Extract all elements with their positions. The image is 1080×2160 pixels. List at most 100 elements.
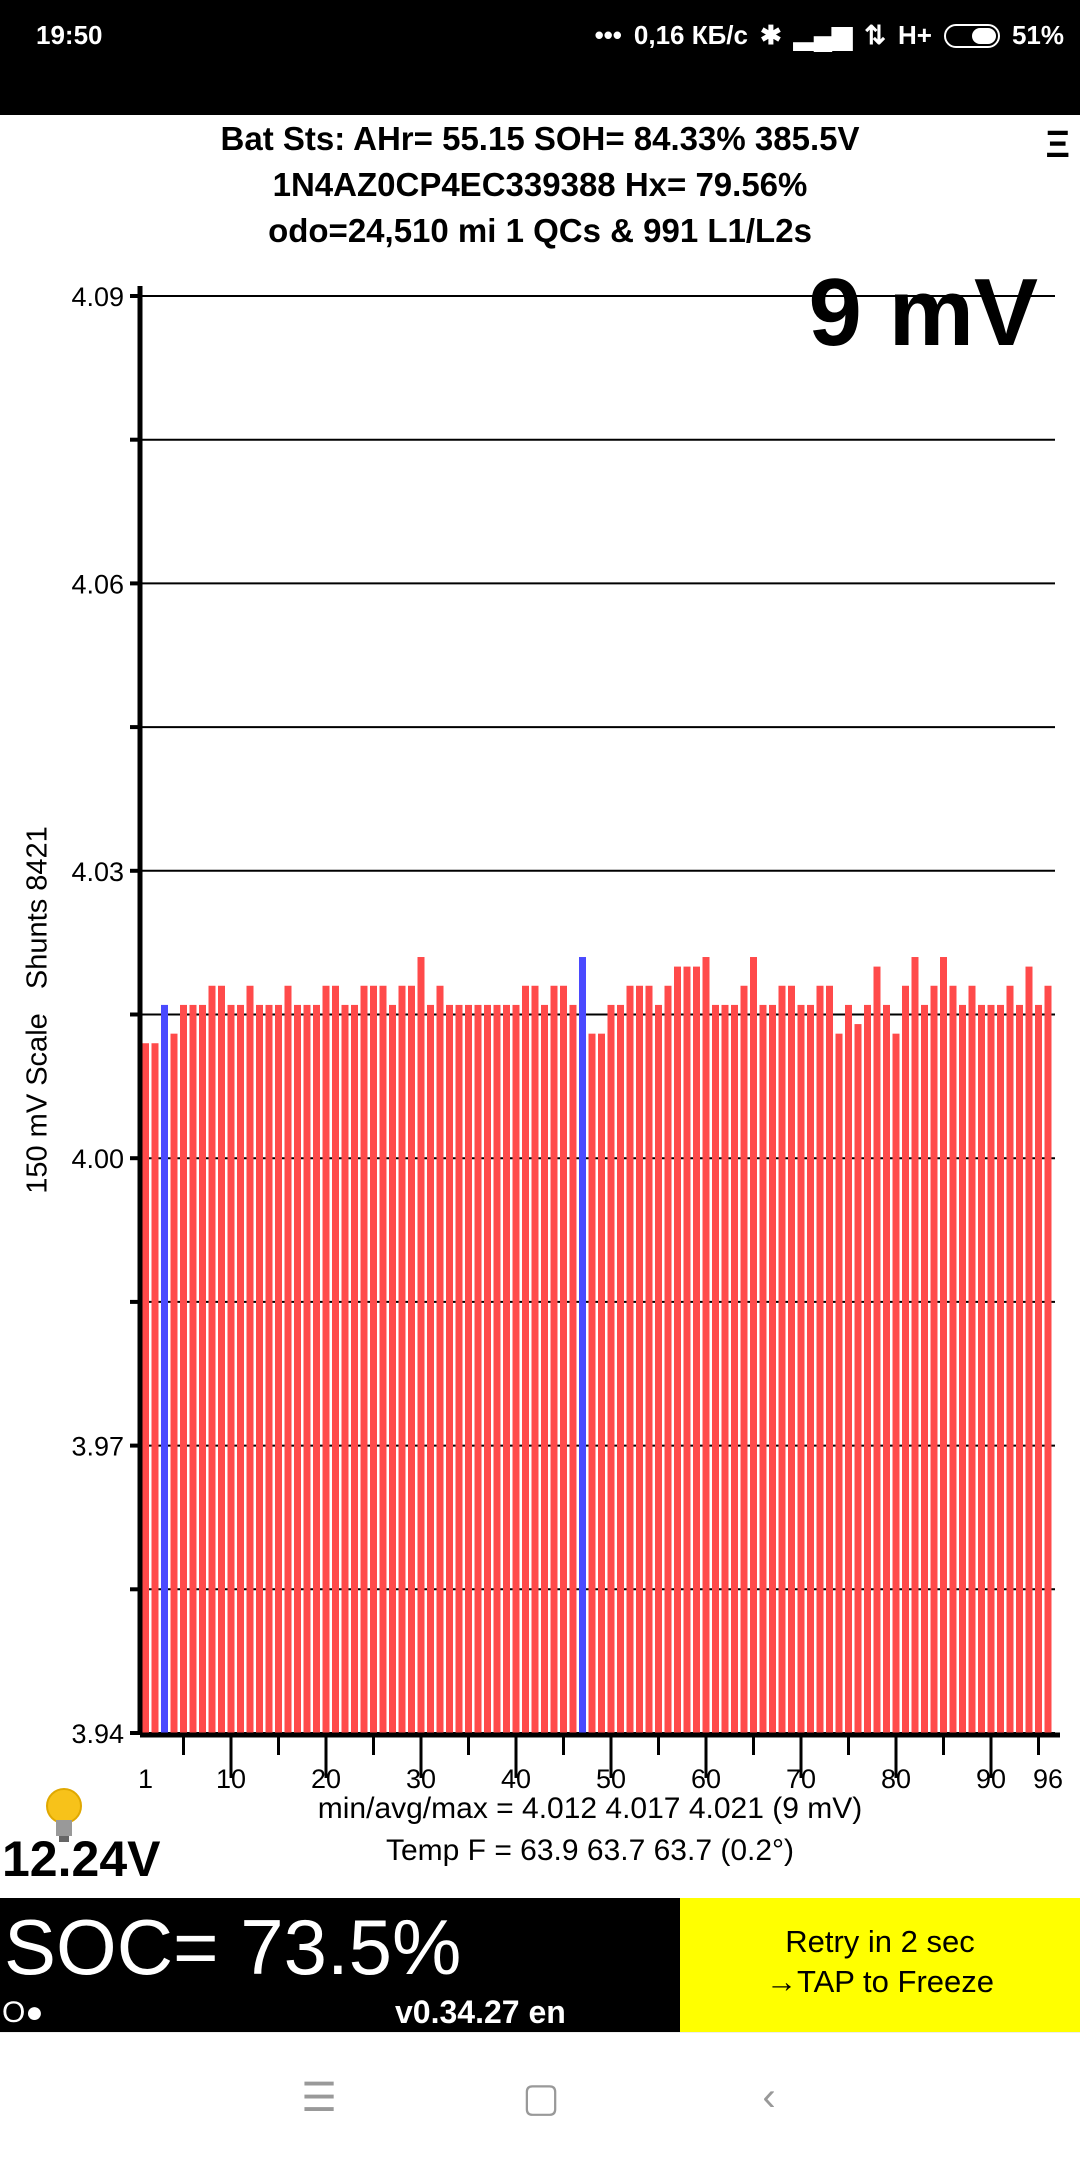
cell-bar <box>246 985 254 1733</box>
cell-bar <box>512 1004 520 1733</box>
cell-bar <box>436 985 444 1733</box>
cell-bar <box>294 1004 301 1733</box>
cell-bar <box>664 985 672 1733</box>
cell-bar <box>550 985 558 1733</box>
x-tick-label: 96 <box>1033 1764 1063 1794</box>
soc-panel: SOC= 73.5% O● v0.34.27 en <box>0 1898 680 2032</box>
x-tick-label: 50 <box>596 1764 626 1794</box>
cell-bar <box>332 985 339 1733</box>
menu-icon[interactable]: Ξ <box>1045 124 1070 166</box>
cell-bar <box>655 1004 662 1733</box>
cell-voltage-chart[interactable]: 4.09 4.06 4.03 4.00 3.97 3.94 1 10 20 30 40 50 60 70 8… <box>0 0 1080 1900</box>
cell-bar <box>807 1004 814 1733</box>
cell-bar <box>883 1004 890 1733</box>
cell-bar <box>816 985 824 1733</box>
cell-bar <box>1035 1004 1042 1733</box>
cell-bar <box>617 1004 624 1733</box>
shunt-bar <box>161 1004 168 1733</box>
back-icon[interactable]: ‹ <box>762 2075 776 2119</box>
cell-bar <box>256 1004 263 1733</box>
recent-apps-icon[interactable]: ☰ <box>301 2076 337 2120</box>
network-type: H+ <box>897 20 932 50</box>
cell-bar <box>588 1033 596 1733</box>
y-axis-title: 150 mV Scale Shunts 8421 <box>22 826 55 1194</box>
cell-bar <box>997 1004 1004 1733</box>
cell-bar <box>721 1004 729 1733</box>
x-tick-label: 40 <box>501 1764 531 1794</box>
cell-bar <box>503 1004 510 1733</box>
cell-bar <box>892 1033 900 1733</box>
cell-bar <box>987 1004 995 1733</box>
cell-bar <box>854 1024 862 1733</box>
cell-bar <box>313 1004 320 1733</box>
cell-bar <box>322 985 330 1733</box>
y-tick-label: 3.94 <box>71 1719 124 1749</box>
cell-bar <box>303 1004 311 1733</box>
cell-bar <box>208 985 216 1733</box>
cell-bar <box>493 1004 501 1733</box>
shunt-bar <box>579 957 586 1733</box>
y-tick-label: 4.06 <box>71 569 124 599</box>
cell-bar <box>873 966 881 1733</box>
battery-percent: 51% <box>1011 20 1064 50</box>
vin-line: 1N4AZ0CP4EC339388 Hx= 79.56% <box>272 166 808 203</box>
cell-bar <box>1025 966 1033 1733</box>
cell-bar <box>446 1004 453 1733</box>
signal-icon: ▂▄▆ <box>793 20 853 50</box>
freeze-button[interactable]: Retry in 2 sec →TAP to Freeze <box>680 1898 1080 2032</box>
cell-bar <box>360 985 368 1733</box>
cell-bar <box>835 1033 843 1733</box>
cell-bar <box>455 1004 463 1733</box>
cell-bar <box>959 1004 966 1733</box>
cell-bar <box>740 985 748 1733</box>
cell-bar <box>427 1004 434 1733</box>
cell-bar <box>759 1004 767 1733</box>
x-tick-label: 1 <box>138 1764 153 1794</box>
y-axis-title-text: 150 mV Scale Shunts 8421 <box>21 826 54 1194</box>
data-activity-icon: ⇅ <box>864 20 886 50</box>
cell-bar <box>341 1004 349 1733</box>
tap-freeze-text: →TAP to Freeze <box>766 1964 994 1999</box>
cell-bar <box>142 1043 149 1733</box>
cell-bar <box>465 1004 472 1733</box>
cell-bar <box>902 985 909 1733</box>
cell-bar <box>607 1004 615 1733</box>
lightbulb-icon[interactable] <box>42 1786 86 1844</box>
battery-icon <box>943 23 1000 48</box>
cell-bar <box>370 985 377 1733</box>
status-bar: 19:50 ••• 0,16 КБ/с ✱ ▂▄▆ ⇅ H+ 51% <box>0 0 1080 115</box>
cell-bar <box>389 1004 396 1733</box>
cell-bar <box>769 1004 776 1733</box>
cell-bar <box>978 1004 985 1733</box>
cell-bar <box>189 1004 197 1733</box>
cell-bar <box>275 1004 282 1733</box>
odometer-line: odo=24,510 mi 1 QCs & 991 L1/L2s <box>268 212 812 249</box>
cell-bar <box>693 966 700 1733</box>
bluetooth-icon: ✱ <box>759 20 782 50</box>
x-tick-label: 30 <box>406 1764 436 1794</box>
x-tick-label: 60 <box>691 1764 721 1794</box>
cell-bar <box>408 985 415 1733</box>
home-icon[interactable]: ▢ <box>522 2076 560 2120</box>
cell-bar <box>712 1004 719 1733</box>
soc-value: SOC= 73.5% <box>4 1903 462 1991</box>
cell-bar <box>218 985 225 1733</box>
cell-bar <box>237 1004 244 1733</box>
cell-bar <box>845 1004 852 1733</box>
cell-bar <box>1044 985 1052 1733</box>
cell-bar <box>284 985 292 1733</box>
y-tick-label: 4.09 <box>71 282 124 312</box>
cell-bar <box>968 985 976 1733</box>
more-notifications-icon: ••• <box>594 20 622 50</box>
cell-bar <box>398 985 406 1733</box>
y-tick-label: 4.03 <box>71 857 124 887</box>
min-avg-max: min/avg/max = 4.012 4.017 4.021 (9 mV) <box>317 1792 863 1825</box>
cell-bar <box>731 1004 738 1733</box>
cell-bar <box>541 1004 548 1733</box>
aux-battery-voltage: 12.24V <box>2 1831 161 1887</box>
cell-bar <box>151 1043 159 1733</box>
cell-bar <box>1006 985 1014 1733</box>
connection-indicator: O● <box>2 1996 44 2029</box>
cell-bar <box>636 985 643 1733</box>
cell-bar <box>949 985 957 1733</box>
